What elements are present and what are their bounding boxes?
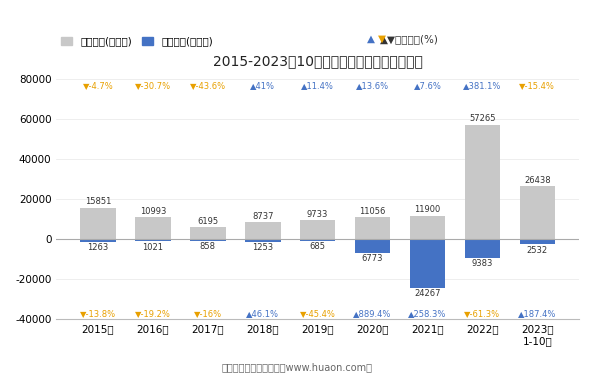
- Bar: [80, 208, 116, 240]
- Text: ▼: ▼: [378, 34, 386, 44]
- Text: ▼-4.7%: ▼-4.7%: [83, 81, 113, 90]
- Text: 制图：华经产业研究院（www.huaon.com）: 制图：华经产业研究院（www.huaon.com）: [222, 362, 372, 372]
- Bar: [355, 240, 390, 253]
- Text: ▲7.6%: ▲7.6%: [413, 81, 441, 90]
- Text: 26438: 26438: [524, 176, 551, 185]
- Bar: [135, 217, 170, 240]
- Text: 685: 685: [309, 242, 326, 251]
- Bar: [410, 240, 446, 288]
- Bar: [135, 240, 170, 241]
- Text: 2532: 2532: [527, 246, 548, 255]
- Text: ▲258.3%: ▲258.3%: [408, 309, 447, 318]
- Text: ▲▼同比增速(%): ▲▼同比增速(%): [380, 34, 439, 44]
- Text: ▼-61.3%: ▼-61.3%: [465, 309, 501, 318]
- Text: 858: 858: [200, 242, 216, 251]
- Text: 6195: 6195: [197, 217, 219, 226]
- Text: ▼-19.2%: ▼-19.2%: [135, 309, 170, 318]
- Text: ▲381.1%: ▲381.1%: [463, 81, 501, 90]
- Legend: 出口总额(万美元), 进口总额(万美元): 出口总额(万美元), 进口总额(万美元): [61, 36, 213, 46]
- Bar: [465, 240, 500, 258]
- Bar: [245, 240, 280, 242]
- Text: 1253: 1253: [252, 243, 273, 252]
- Text: 1021: 1021: [143, 243, 163, 252]
- Bar: [520, 240, 555, 244]
- Bar: [80, 240, 116, 242]
- Text: 1263: 1263: [87, 243, 109, 252]
- Bar: [465, 125, 500, 240]
- Text: 8737: 8737: [252, 212, 273, 221]
- Text: ▲46.1%: ▲46.1%: [246, 309, 279, 318]
- Bar: [245, 222, 280, 240]
- Title: 2015-2023年10月绵阳综合保税区进、出口额: 2015-2023年10月绵阳综合保税区进、出口额: [213, 54, 422, 68]
- Bar: [190, 240, 226, 241]
- Bar: [410, 215, 446, 240]
- Text: 57265: 57265: [469, 114, 495, 123]
- Bar: [300, 220, 336, 240]
- Text: ▲13.6%: ▲13.6%: [356, 81, 389, 90]
- Text: ▲889.4%: ▲889.4%: [353, 309, 392, 318]
- Text: ▲187.4%: ▲187.4%: [518, 309, 557, 318]
- Text: ▼-15.4%: ▼-15.4%: [519, 81, 555, 90]
- Text: ▼-45.4%: ▼-45.4%: [300, 309, 336, 318]
- Bar: [355, 217, 390, 240]
- Bar: [520, 186, 555, 240]
- Text: 9733: 9733: [307, 210, 328, 219]
- Text: 11900: 11900: [415, 205, 441, 214]
- Text: 11056: 11056: [359, 207, 386, 216]
- Text: 6773: 6773: [362, 254, 383, 263]
- Bar: [190, 227, 226, 240]
- Text: ▼-30.7%: ▼-30.7%: [135, 81, 171, 90]
- Text: 24267: 24267: [414, 289, 441, 298]
- Text: ▲: ▲: [367, 34, 375, 44]
- Bar: [300, 240, 336, 241]
- Text: ▲41%: ▲41%: [250, 81, 275, 90]
- Text: ▼-13.8%: ▼-13.8%: [80, 309, 116, 318]
- Text: ▼-16%: ▼-16%: [194, 309, 222, 318]
- Text: ▼-43.6%: ▼-43.6%: [189, 81, 226, 90]
- Text: ▲11.4%: ▲11.4%: [301, 81, 334, 90]
- Text: 15851: 15851: [85, 197, 111, 206]
- Text: 9383: 9383: [472, 259, 493, 268]
- Text: 10993: 10993: [140, 207, 166, 216]
